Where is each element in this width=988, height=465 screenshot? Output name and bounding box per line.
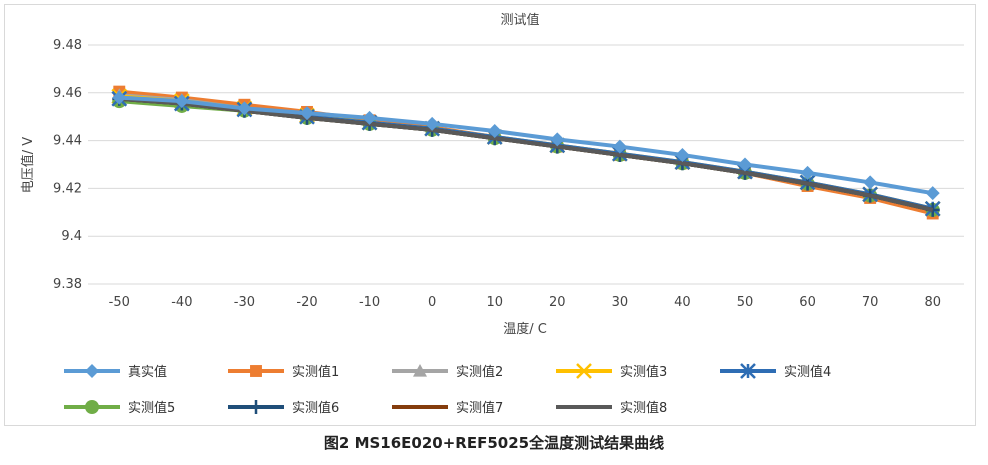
series-line — [119, 99, 934, 212]
legend-label: 实测值5 — [128, 400, 175, 416]
data-point — [576, 363, 592, 379]
series-1 — [112, 90, 940, 201]
legend-item: 实测值1 — [228, 364, 339, 380]
data-point — [925, 186, 940, 201]
x-tick-label: -30 — [234, 295, 255, 310]
data-point — [300, 106, 314, 121]
legend-label: 实测值7 — [456, 400, 503, 416]
legend-label: 实测值8 — [620, 400, 667, 416]
x-tick-label: 30 — [612, 295, 629, 310]
chart-title: 测试值 — [500, 12, 539, 28]
data-point — [863, 175, 878, 190]
data-point — [800, 165, 815, 180]
x-tick-label: 80 — [924, 295, 941, 310]
data-point — [413, 364, 427, 377]
x-tick-label: 10 — [486, 295, 503, 310]
data-point — [237, 101, 252, 116]
x-tick-label: -20 — [296, 295, 317, 310]
y-tick-label: 9.42 — [53, 181, 82, 196]
series-line — [119, 95, 934, 196]
grid — [88, 44, 964, 285]
data-point — [85, 364, 99, 378]
data-point — [550, 132, 565, 147]
x-tick-labels: -50 -40 -30 -20 -10 0 10 20 30 40 50 60 70 80 — [109, 295, 941, 310]
data-point — [487, 124, 502, 139]
legend-label: 实测值2 — [456, 364, 503, 380]
data-point — [249, 400, 263, 414]
data-point — [425, 116, 440, 131]
legend-label: 实测值6 — [292, 400, 339, 416]
legend-item: 实测值8 — [556, 400, 667, 416]
legend-item: 实测值5 — [64, 400, 175, 416]
x-tick-label: -40 — [171, 295, 192, 310]
legend-label: 真实值 — [128, 364, 167, 380]
legend-label: 实测值4 — [784, 364, 831, 380]
series-lines — [111, 85, 941, 220]
x-tick-label: -10 — [359, 295, 380, 310]
x-tick-label: 50 — [737, 295, 754, 310]
x-tick-label: 40 — [674, 295, 691, 310]
x-axis-label: 温度/ C — [503, 321, 547, 337]
x-tick-label: 20 — [549, 295, 566, 310]
series-6 — [112, 94, 940, 217]
data-point — [174, 94, 189, 109]
x-tick-label: 0 — [428, 295, 436, 310]
legend-item: 实测值6 — [228, 400, 339, 416]
x-tick-label: 70 — [862, 295, 879, 310]
legend: 真实值 实测值1 实测值2 实测值3 实测值4 实测值5 实测值6 实测值7 实测值8 — [64, 363, 831, 416]
figure-caption: 图2 MS16E020+REF5025全温度测试结果曲线 — [323, 434, 665, 452]
data-point — [250, 365, 262, 377]
legend-item: 真实值 — [64, 364, 167, 380]
y-tick-label: 9.44 — [53, 134, 82, 149]
legend-item: 实测值7 — [392, 400, 503, 416]
chart-frame — [4, 4, 976, 426]
data-point — [112, 90, 127, 105]
y-axis-label: 电压值/ V — [20, 137, 36, 194]
data-point — [675, 147, 690, 162]
line-chart: 测试值 温度/ C 电压值/ V 9.48 9.46 9.44 9.42 9.4 9.38… — [20, 12, 964, 416]
y-tick-labels: 9.48 9.46 9.44 9.42 9.4 9.38 — [53, 38, 82, 292]
legend-item: 实测值4 — [720, 363, 831, 380]
x-tick-label: -50 — [109, 295, 130, 310]
series-line — [119, 96, 934, 212]
y-tick-label: 9.38 — [53, 277, 82, 292]
y-tick-label: 9.46 — [53, 86, 82, 101]
legend-label: 实测值3 — [620, 364, 667, 380]
legend-item: 实测值2 — [392, 364, 503, 380]
data-point — [85, 400, 99, 414]
series-9 — [119, 96, 934, 212]
data-point — [612, 139, 627, 154]
legend-label: 实测值1 — [292, 364, 339, 380]
data-point — [738, 157, 752, 172]
y-tick-label: 9.4 — [61, 229, 82, 244]
data-point — [740, 363, 756, 379]
data-point — [362, 110, 377, 125]
legend-item: 实测值3 — [556, 363, 667, 380]
x-tick-label: 60 — [799, 295, 816, 310]
y-tick-label: 9.48 — [53, 38, 82, 53]
